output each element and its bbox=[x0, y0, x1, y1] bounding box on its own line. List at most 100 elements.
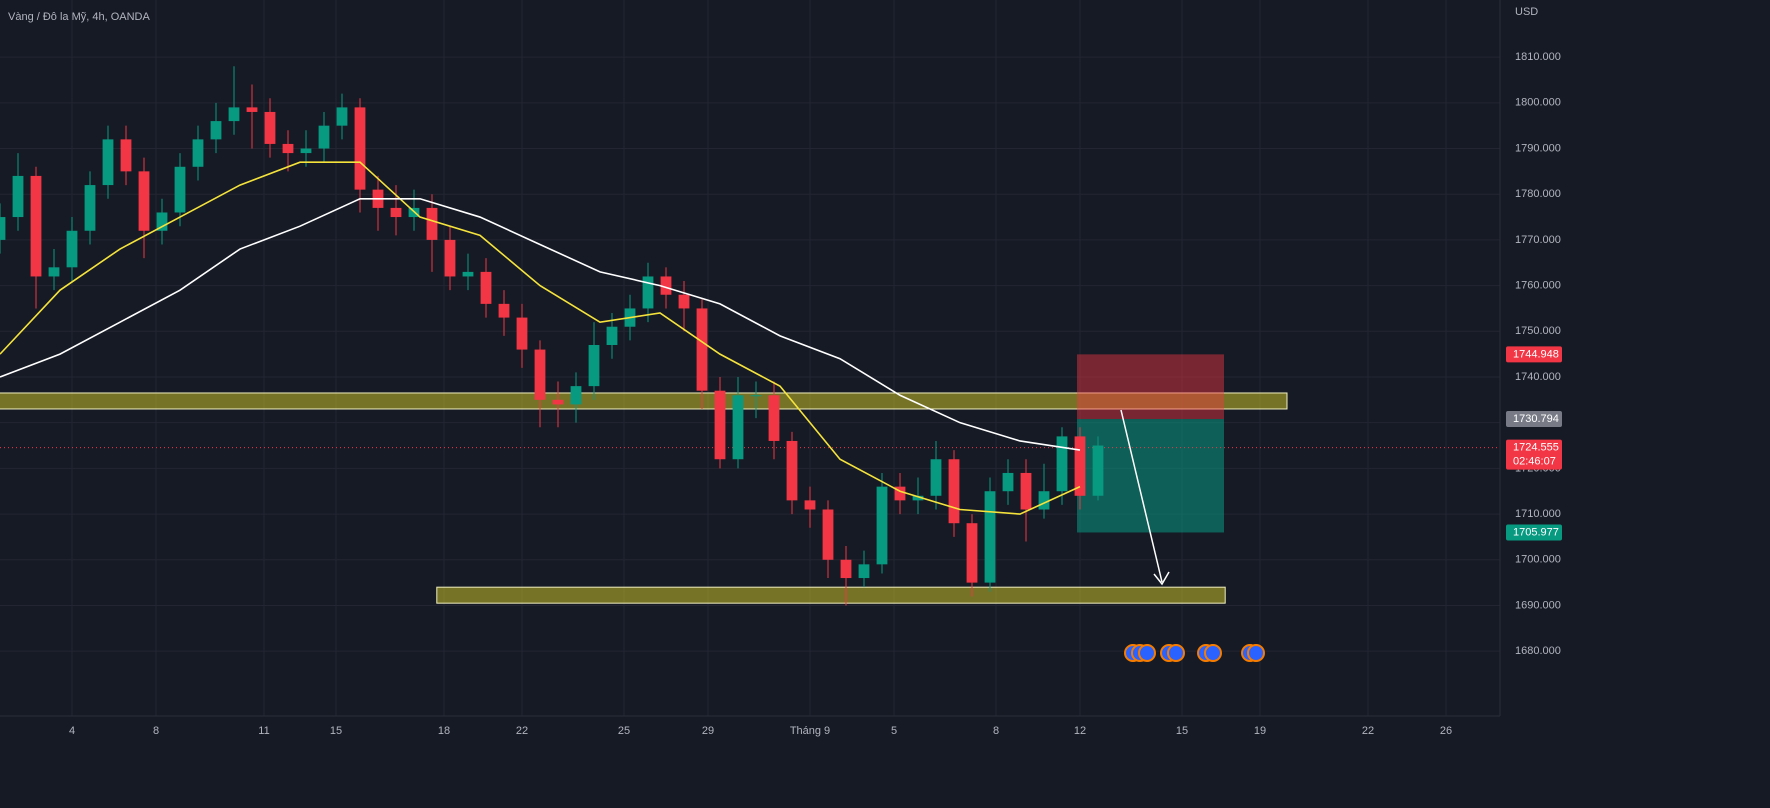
stop-zone bbox=[1077, 354, 1224, 420]
candle-body bbox=[336, 107, 348, 126]
x-tick-label: 5 bbox=[891, 725, 897, 737]
x-tick-label: 29 bbox=[702, 725, 714, 737]
candle-body bbox=[480, 271, 492, 304]
chart-title: Vàng / Đô la Mỹ, 4h, OANDA bbox=[8, 11, 150, 23]
candle-body bbox=[876, 486, 888, 565]
candle-body bbox=[390, 207, 402, 218]
y-tick-label: 1810.000 bbox=[1515, 51, 1561, 63]
x-tick-label: 25 bbox=[618, 725, 630, 737]
y-tick-label: 1780.000 bbox=[1515, 188, 1561, 200]
candle-body bbox=[30, 175, 42, 277]
candle-body bbox=[444, 239, 456, 277]
candle-body bbox=[1092, 445, 1104, 496]
zones bbox=[0, 354, 1500, 604]
candle-body bbox=[354, 107, 366, 190]
x-tick-label: Tháng 9 bbox=[790, 725, 830, 737]
candle-body bbox=[552, 399, 564, 405]
overlay bbox=[1120, 409, 1265, 662]
event-icons[interactable] bbox=[1124, 644, 1265, 662]
candle-body bbox=[66, 230, 78, 268]
candle-body bbox=[1038, 491, 1050, 510]
candle-body bbox=[192, 139, 204, 167]
event-icon[interactable] bbox=[1138, 644, 1156, 662]
candle-body bbox=[102, 139, 114, 186]
y-tick-label: 1770.000 bbox=[1515, 234, 1561, 246]
candle-body bbox=[966, 523, 978, 583]
candle-body bbox=[894, 486, 906, 501]
candle-body bbox=[948, 459, 960, 524]
event-icon[interactable] bbox=[1167, 644, 1185, 662]
candle-body bbox=[1002, 472, 1014, 492]
candle-body bbox=[246, 107, 258, 112]
x-tick-label: 11 bbox=[258, 725, 269, 737]
x-tick-label: 4 bbox=[69, 725, 75, 737]
y-tick-label: 1690.000 bbox=[1515, 599, 1561, 611]
candle-body bbox=[12, 175, 24, 218]
price-axis bbox=[1500, 0, 1770, 808]
candle-body bbox=[534, 349, 546, 400]
candle-body bbox=[858, 564, 870, 579]
candle-body bbox=[786, 440, 798, 501]
candle-body bbox=[804, 500, 816, 510]
candle-body bbox=[228, 107, 240, 122]
candle-body bbox=[660, 276, 672, 295]
x-tick-label: 8 bbox=[993, 725, 999, 737]
candle-body bbox=[84, 185, 96, 231]
x-tick-label: 19 bbox=[1254, 725, 1266, 737]
y-tick-label: 1710.000 bbox=[1515, 508, 1561, 520]
price-tag bbox=[1506, 524, 1562, 541]
y-tick-label: 1740.000 bbox=[1515, 371, 1561, 383]
candle-body bbox=[678, 294, 690, 309]
candle-body bbox=[120, 139, 132, 172]
candle-body bbox=[642, 276, 654, 309]
candle-body bbox=[696, 308, 708, 391]
candle-body bbox=[930, 459, 942, 496]
x-tick-label: 22 bbox=[516, 725, 528, 737]
price-tag-label: 1730.794 bbox=[1513, 413, 1559, 425]
candle-body bbox=[588, 345, 600, 387]
candle-body bbox=[174, 166, 186, 213]
candle-body bbox=[1074, 436, 1086, 496]
y-tick-label: 1750.000 bbox=[1515, 325, 1561, 337]
countdown: 02:46:07 bbox=[1513, 455, 1556, 467]
price-tag-label: 1724.555 bbox=[1513, 441, 1559, 453]
candle-body bbox=[768, 395, 780, 441]
candle-body bbox=[498, 303, 510, 318]
candle-body bbox=[156, 212, 168, 231]
x-tick-label: 8 bbox=[153, 725, 159, 737]
x-tick-label: 15 bbox=[1176, 725, 1188, 737]
x-tick-label: 15 bbox=[330, 725, 342, 737]
candle-body bbox=[318, 125, 330, 149]
candle-body bbox=[1056, 436, 1068, 492]
y-tick-label: 1680.000 bbox=[1515, 645, 1561, 657]
candle-body bbox=[570, 386, 582, 405]
x-tick-label: 26 bbox=[1440, 725, 1452, 737]
candle-body bbox=[462, 271, 474, 277]
x-tick-label: 12 bbox=[1074, 725, 1086, 737]
candle-body bbox=[300, 148, 312, 154]
candle-body bbox=[282, 143, 294, 154]
candle-body bbox=[426, 207, 438, 240]
y-tick-label: 1700.000 bbox=[1515, 554, 1561, 566]
y-tick-label: 1800.000 bbox=[1515, 97, 1561, 109]
y-tick-label: 1760.000 bbox=[1515, 280, 1561, 292]
candle-body bbox=[984, 491, 996, 583]
moving-average bbox=[0, 161, 1081, 515]
event-icon[interactable] bbox=[1247, 644, 1265, 662]
moving-average bbox=[0, 197, 1081, 451]
zone bbox=[0, 392, 1288, 410]
y-tick-label: 1790.000 bbox=[1515, 142, 1561, 154]
price-tag bbox=[1506, 439, 1562, 470]
candle-body bbox=[210, 121, 222, 140]
event-icon[interactable] bbox=[1204, 644, 1222, 662]
candle-body bbox=[138, 171, 150, 231]
axis-labels: 1680.0001690.0001700.0001710.0001720.000… bbox=[69, 51, 1562, 737]
candle-body bbox=[606, 326, 618, 345]
candle-body bbox=[732, 395, 744, 460]
price-tag bbox=[1506, 411, 1562, 428]
candle-body bbox=[750, 395, 762, 397]
currency: USD bbox=[1515, 6, 1538, 18]
candle-body bbox=[516, 317, 528, 350]
arrow-head bbox=[1153, 571, 1170, 586]
